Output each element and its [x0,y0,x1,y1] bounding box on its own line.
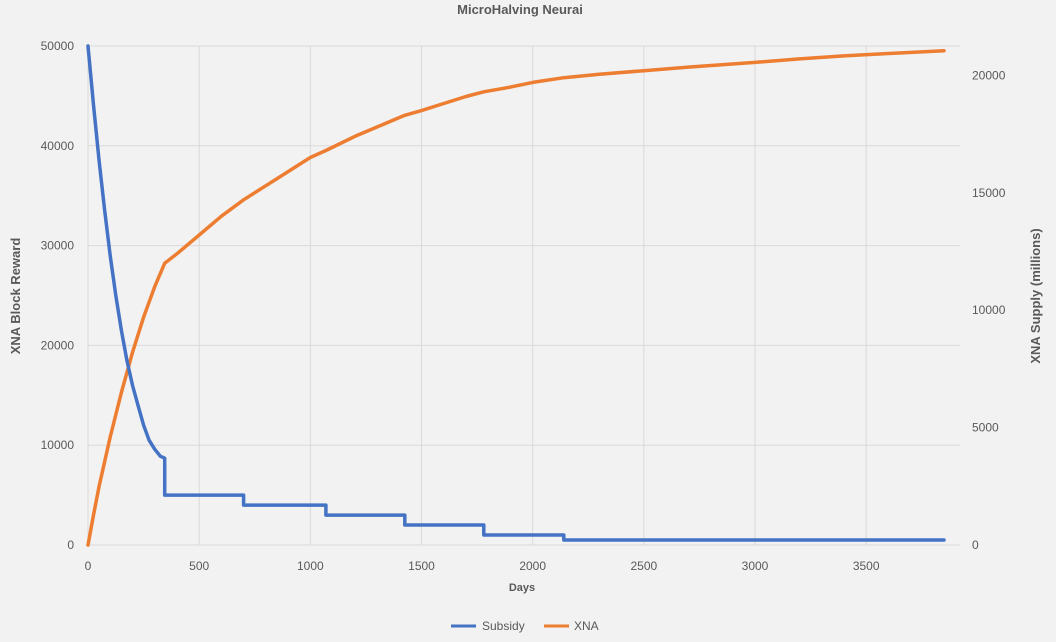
x-tick-label: 3000 [742,559,769,573]
y-left-tick-label: 20000 [41,338,75,352]
legend-label-xna: XNA [574,619,599,633]
horizontal-gridlines [88,45,960,546]
y-left-tick-label: 10000 [41,438,75,452]
y-axis-left-title: XNA Block Reward [8,238,23,355]
y-left-tick-label: 30000 [41,239,75,253]
x-tick-label: 500 [189,559,209,573]
y-right-tick-label: 0 [972,538,979,552]
y-left-tick-label: 0 [67,538,74,552]
x-axis-title: Days [509,582,535,594]
y-right-tick-label: 15000 [972,186,1006,200]
y-axis-right-ticks: 0 5000 10000 15000 20000 [972,68,1006,552]
x-tick-label: 2000 [519,559,546,573]
legend-item-xna: XNA [544,619,599,633]
y-right-tick-label: 5000 [972,421,999,435]
x-tick-label: 1500 [408,559,435,573]
series-line-xna [86,48,946,547]
series-line-subsidy [86,44,946,542]
x-axis-ticks: 0 500 1000 1500 2000 2500 3000 3500 [85,559,880,573]
y-left-tick-label: 40000 [41,139,75,153]
x-tick-label: 3500 [853,559,880,573]
x-tick-label: 0 [85,559,92,573]
x-tick-label: 1000 [297,559,324,573]
x-tick-label: 2500 [630,559,657,573]
y-right-tick-label: 10000 [972,303,1006,317]
y-axis-right-title: XNA Supply (millions) [1028,228,1043,363]
y-right-tick-label: 20000 [972,68,1006,82]
series-layer [86,44,946,547]
legend-item-subsidy: Subsidy [451,619,525,633]
chart-title: MicroHalving Neurai [457,2,583,17]
y-axis-left-ticks: 0 10000 20000 30000 40000 50000 [41,39,75,552]
legend-label-subsidy: Subsidy [482,619,525,633]
vertical-gridlines [87,46,867,545]
legend: Subsidy XNA [451,619,599,633]
y-left-tick-label: 50000 [41,39,75,53]
